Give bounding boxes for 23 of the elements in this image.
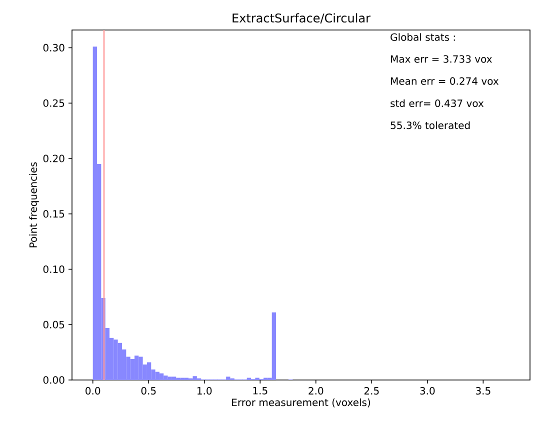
x-tick-label: 2.0 (308, 387, 324, 395)
y-axis-title: Point frequencies (29, 162, 39, 248)
annotation: Global stats : (390, 33, 455, 41)
x-tick-label: 3.5 (476, 387, 490, 395)
x-tick-label: 3.0 (420, 387, 435, 395)
y-tick-label: 0.30 (43, 44, 64, 52)
y-tick-label: 0.25 (43, 99, 64, 107)
annotation: Mean err = 0.274 vox (391, 77, 499, 85)
y-tick-label: 0.05 (43, 320, 64, 328)
annotation: Max err = 3.733 vox (391, 55, 492, 63)
x-axis-title: Error measurement (voxels) (232, 398, 370, 408)
y-tick-label: 0.20 (43, 154, 64, 162)
y-tick-label: 0.15 (43, 210, 64, 218)
x-tick-label: 2.5 (364, 387, 379, 395)
chart-title: ExtractSurface/Circular (232, 13, 371, 24)
annotation: std err= 0.437 vox (390, 99, 484, 108)
annotation: 55.3% tolerated (390, 121, 470, 130)
x-tick-label: 1.5 (253, 387, 268, 394)
y-tick-label: 0.00 (43, 376, 64, 384)
y-tick-label: 0.10 (43, 265, 64, 274)
x-tick-label: 0.0 (86, 387, 100, 395)
x-tick-label: 1.0 (198, 387, 212, 395)
x-tick-label: 0.5 (141, 387, 156, 395)
